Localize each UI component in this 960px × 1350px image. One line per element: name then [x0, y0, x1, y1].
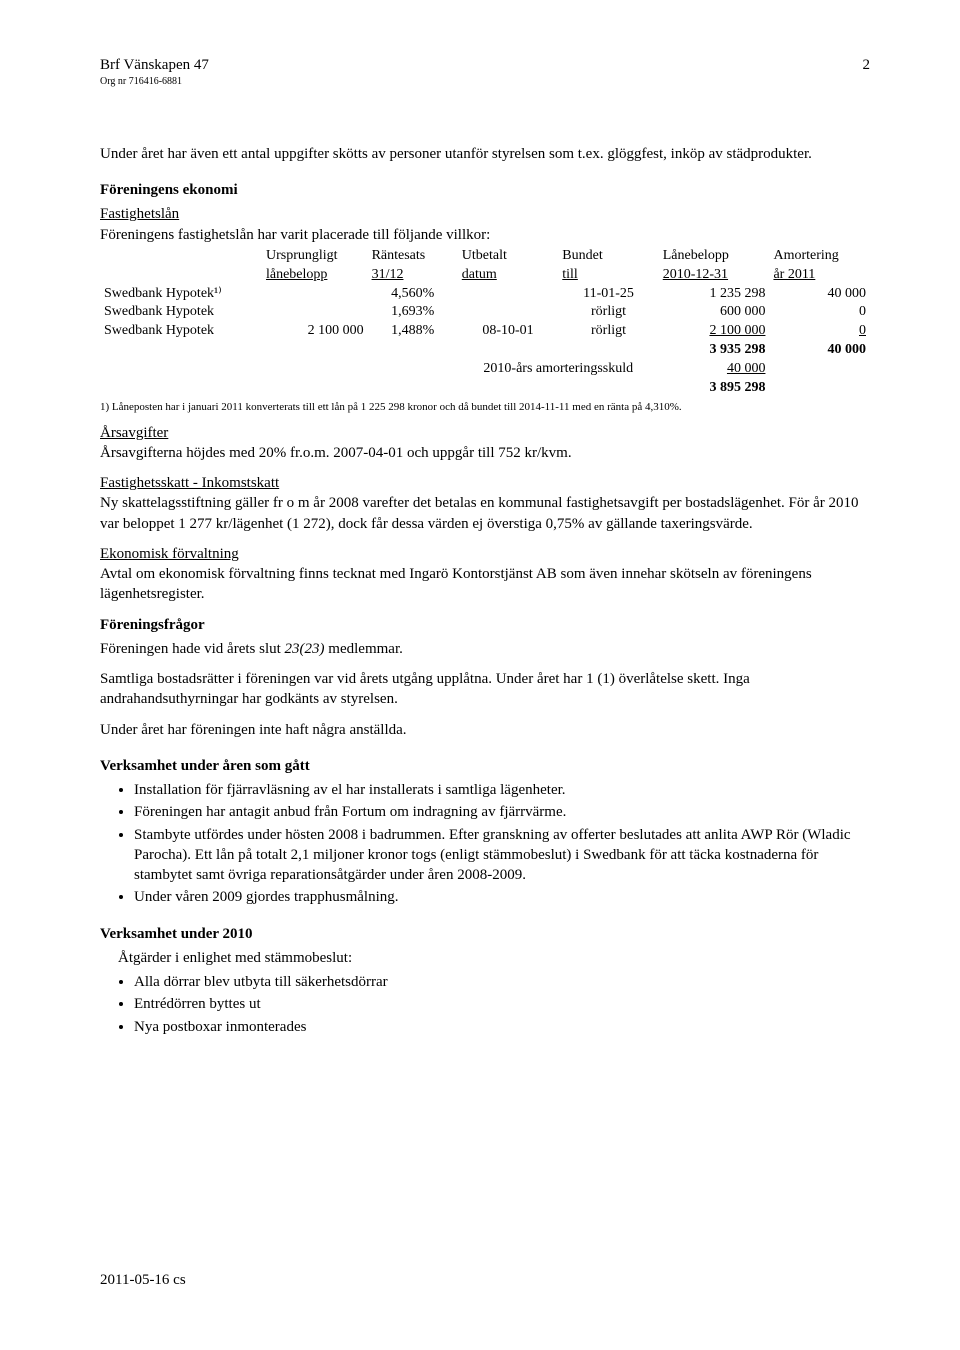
- org-nr: Org nr 716416-6881: [100, 75, 209, 89]
- verksamhet-2010-intro: Åtgärder i enlighet med stämmobeslut:: [118, 948, 870, 968]
- th2-till: till: [558, 266, 658, 285]
- cell-utbetalt: 08-10-01: [458, 322, 558, 341]
- cell-belopp: 2 100 000: [659, 322, 770, 341]
- th-rantesats: Räntesats: [368, 247, 458, 266]
- total-belopp: 3 895 298: [659, 379, 770, 398]
- cell-lender: Swedbank Hypotek: [100, 303, 262, 322]
- loan-table: Ursprungligt Räntesats Utbetalt Bundet L…: [100, 247, 870, 398]
- cell-belopp: 600 000: [659, 303, 770, 322]
- cell-amort: 40 000: [769, 285, 870, 304]
- forvaltning-heading: Ekonomisk förvaltning: [100, 544, 870, 564]
- th2-3112: 31/12: [368, 266, 458, 285]
- table-amort-row: 2010-års amorteringsskuld 40 000: [100, 360, 870, 379]
- cell-amort: 0: [769, 322, 870, 341]
- foreningsfragor-p1: Föreningen hade vid årets slut 23(23) me…: [100, 639, 870, 659]
- verksamhet-gott-title: Verksamhet under åren som gått: [100, 756, 870, 776]
- skatt-heading: Fastighetsskatt - Inkomstskatt: [100, 473, 870, 493]
- cell-amort: 0: [769, 303, 870, 322]
- page-number: 2: [863, 55, 871, 75]
- skatt-text: Ny skattelagsstiftning gäller fr o m år …: [100, 493, 870, 534]
- th-lanebelopp: Lånebelopp: [659, 247, 770, 266]
- cell-rate: 1,488%: [368, 322, 458, 341]
- page-header: Brf Vänskapen 47 Org nr 716416-6881 2: [100, 55, 870, 89]
- foreningsfragor-p3: Under året har föreningen inte haft någr…: [100, 720, 870, 740]
- verksamhet-2010-list: Alla dörrar blev utbyta till säkerhetsdö…: [100, 972, 870, 1037]
- org-name: Brf Vänskapen 47: [100, 55, 209, 75]
- list-item: Föreningen har antagit anbud från Fortum…: [134, 802, 870, 822]
- foreningsfragor-title: Föreningsfrågor: [100, 615, 870, 635]
- th2-lanebelopp: lånebelopp: [262, 266, 368, 285]
- subtotal-amort: 40 000: [769, 341, 870, 360]
- table-subtotal-row: 3 935 298 40 000: [100, 341, 870, 360]
- cell-lender: Swedbank Hypotek¹⁾: [100, 285, 262, 304]
- table-row: Swedbank Hypotek 2 100 000 1,488% 08-10-…: [100, 322, 870, 341]
- th-ursprungligt: Ursprungligt: [262, 247, 368, 266]
- cell-ursprung: 2 100 000: [262, 322, 368, 341]
- cell-ursprung: [262, 285, 368, 304]
- list-item: Stambyte utfördes under hösten 2008 i ba…: [134, 825, 870, 886]
- loan-footnote: 1) Låneposten har i januari 2011 konvert…: [100, 400, 870, 415]
- cell-utbetalt: [458, 303, 558, 322]
- amort-belopp: 40 000: [659, 360, 770, 379]
- list-item: Entrédörren byttes ut: [134, 994, 870, 1014]
- th2-datum: datum: [458, 266, 558, 285]
- verksamhet-gott-list: Installation för fjärravläsning av el ha…: [100, 780, 870, 908]
- fastighetslan-heading: Fastighetslån: [100, 204, 870, 224]
- header-left: Brf Vänskapen 47 Org nr 716416-6881: [100, 55, 209, 89]
- cell-ursprung: [262, 303, 368, 322]
- cell-bundet: rörligt: [558, 303, 658, 322]
- table-row: Swedbank Hypotek 1,693% rörligt 600 000 …: [100, 303, 870, 322]
- table-header-row: Ursprungligt Räntesats Utbetalt Bundet L…: [100, 247, 870, 266]
- table-row: Swedbank Hypotek¹⁾ 4,560% 11-01-25 1 235…: [100, 285, 870, 304]
- fastighetslan-intro: Föreningens fastighetslån har varit plac…: [100, 225, 870, 245]
- cell-lender: Swedbank Hypotek: [100, 322, 262, 341]
- cell-rate: 4,560%: [368, 285, 458, 304]
- amort-label: 2010-års amorteringsskuld: [458, 360, 659, 379]
- table-header-row-2: lånebelopp 31/12 datum till 2010-12-31 å…: [100, 266, 870, 285]
- cell-bundet: 11-01-25: [558, 285, 658, 304]
- cell-bundet: rörligt: [558, 322, 658, 341]
- arsavgifter-text: Årsavgifterna höjdes med 20% fr.o.m. 200…: [100, 443, 870, 463]
- th2-ar: år 2011: [769, 266, 870, 285]
- th2-blank: [100, 266, 262, 285]
- th-bundet: Bundet: [558, 247, 658, 266]
- list-item: Nya postboxar inmonterades: [134, 1017, 870, 1037]
- intro-paragraph: Under året har även ett antal uppgifter …: [100, 144, 870, 164]
- th2-date: 2010-12-31: [659, 266, 770, 285]
- list-item: Installation för fjärravläsning av el ha…: [134, 780, 870, 800]
- arsavgifter-heading: Årsavgifter: [100, 423, 870, 443]
- th-utbetalt: Utbetalt: [458, 247, 558, 266]
- cell-utbetalt: [458, 285, 558, 304]
- footer-date: 2011-05-16 cs: [100, 1270, 186, 1290]
- cell-rate: 1,693%: [368, 303, 458, 322]
- page: Brf Vänskapen 47 Org nr 716416-6881 2 Un…: [0, 0, 960, 1350]
- verksamhet-2010-title: Verksamhet under 2010: [100, 924, 870, 944]
- table-total-row: 3 895 298: [100, 379, 870, 398]
- foreningsfragor-p2: Samtliga bostadsrätter i föreningen var …: [100, 669, 870, 710]
- th-blank: [100, 247, 262, 266]
- cell-belopp: 1 235 298: [659, 285, 770, 304]
- list-item: Alla dörrar blev utbyta till säkerhetsdö…: [134, 972, 870, 992]
- subtotal-belopp: 3 935 298: [659, 341, 770, 360]
- forvaltning-text: Avtal om ekonomisk förvaltning finns tec…: [100, 564, 870, 605]
- th-amortering: Amortering: [769, 247, 870, 266]
- ekonomi-title: Föreningens ekonomi: [100, 180, 870, 200]
- list-item: Under våren 2009 gjordes trapphusmålning…: [134, 887, 870, 907]
